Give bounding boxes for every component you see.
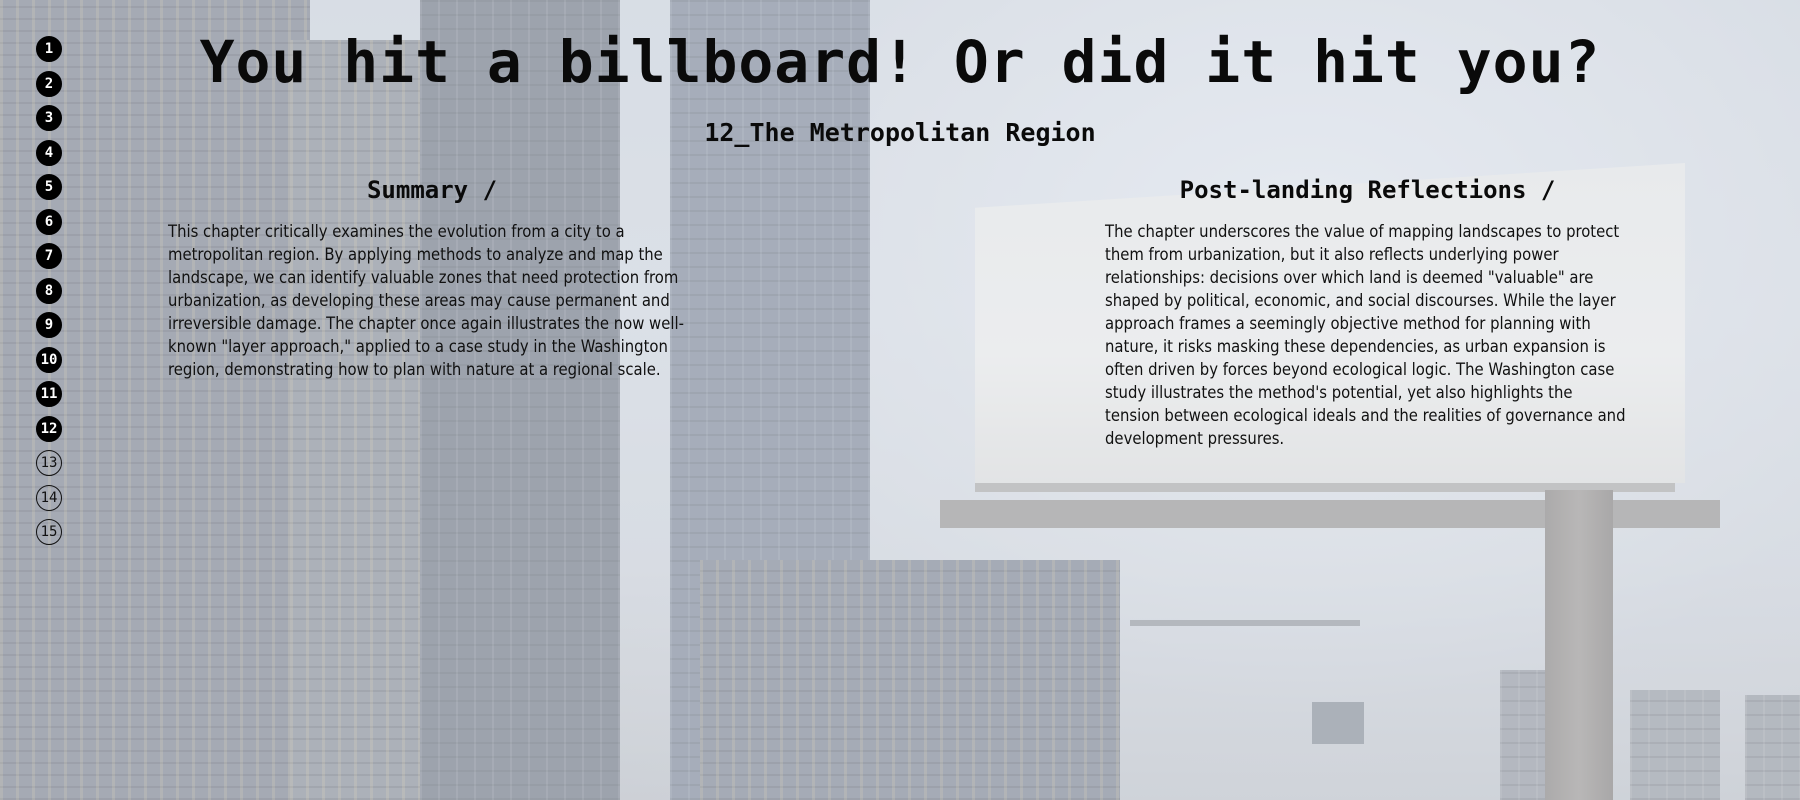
chapter-link-8[interactable]: 8 [36,277,62,304]
chapter-nav: 1 2 3 4 5 6 7 8 9 10 11 12 13 14 15 [36,36,64,554]
chapter-link-12[interactable]: 12 [36,415,62,442]
street-sign [1312,702,1364,744]
reflections-text: The chapter underscores the value of map… [1105,222,1626,448]
summary-text: This chapter critically examines the evo… [168,222,684,379]
chapter-link-7[interactable]: 7 [36,243,62,269]
chapter-link-9[interactable]: 9 [36,312,62,338]
chapter-link-6[interactable]: 6 [36,208,62,235]
summary-heading: Summary / [366,176,498,204]
building [700,560,1120,800]
billboard-panel [975,163,1685,483]
chapter-link-11[interactable]: 11 [36,381,62,407]
chapter-subtitle: 12_The Metropolitan Region [704,118,1096,147]
reflections-heading: Post-landing Reflections / [1179,176,1556,204]
crane [1130,620,1360,626]
chapter-link-4[interactable]: 4 [36,139,62,166]
chapter-link-3[interactable]: 3 [36,105,62,131]
chapter-link-10[interactable]: 10 [36,346,62,373]
chapter-link-1[interactable]: 1 [36,36,62,62]
chapter-link-14[interactable]: 14 [36,484,62,511]
chapter-link-2[interactable]: 2 [36,70,62,97]
page-title: You hit a billboard! Or did it hit you? [199,28,1601,96]
building [1745,695,1800,800]
building [1630,690,1720,800]
billboard-pole [1545,490,1613,800]
reflections-section: Post-landing Reflections / The chapter u… [1105,170,1630,450]
chapter-link-5[interactable]: 5 [36,174,62,200]
building [420,0,620,800]
chapter-link-15[interactable]: 15 [36,519,62,545]
summary-section: Summary / This chapter critically examin… [168,170,696,381]
chapter-link-13[interactable]: 13 [36,450,62,476]
building [290,40,440,800]
